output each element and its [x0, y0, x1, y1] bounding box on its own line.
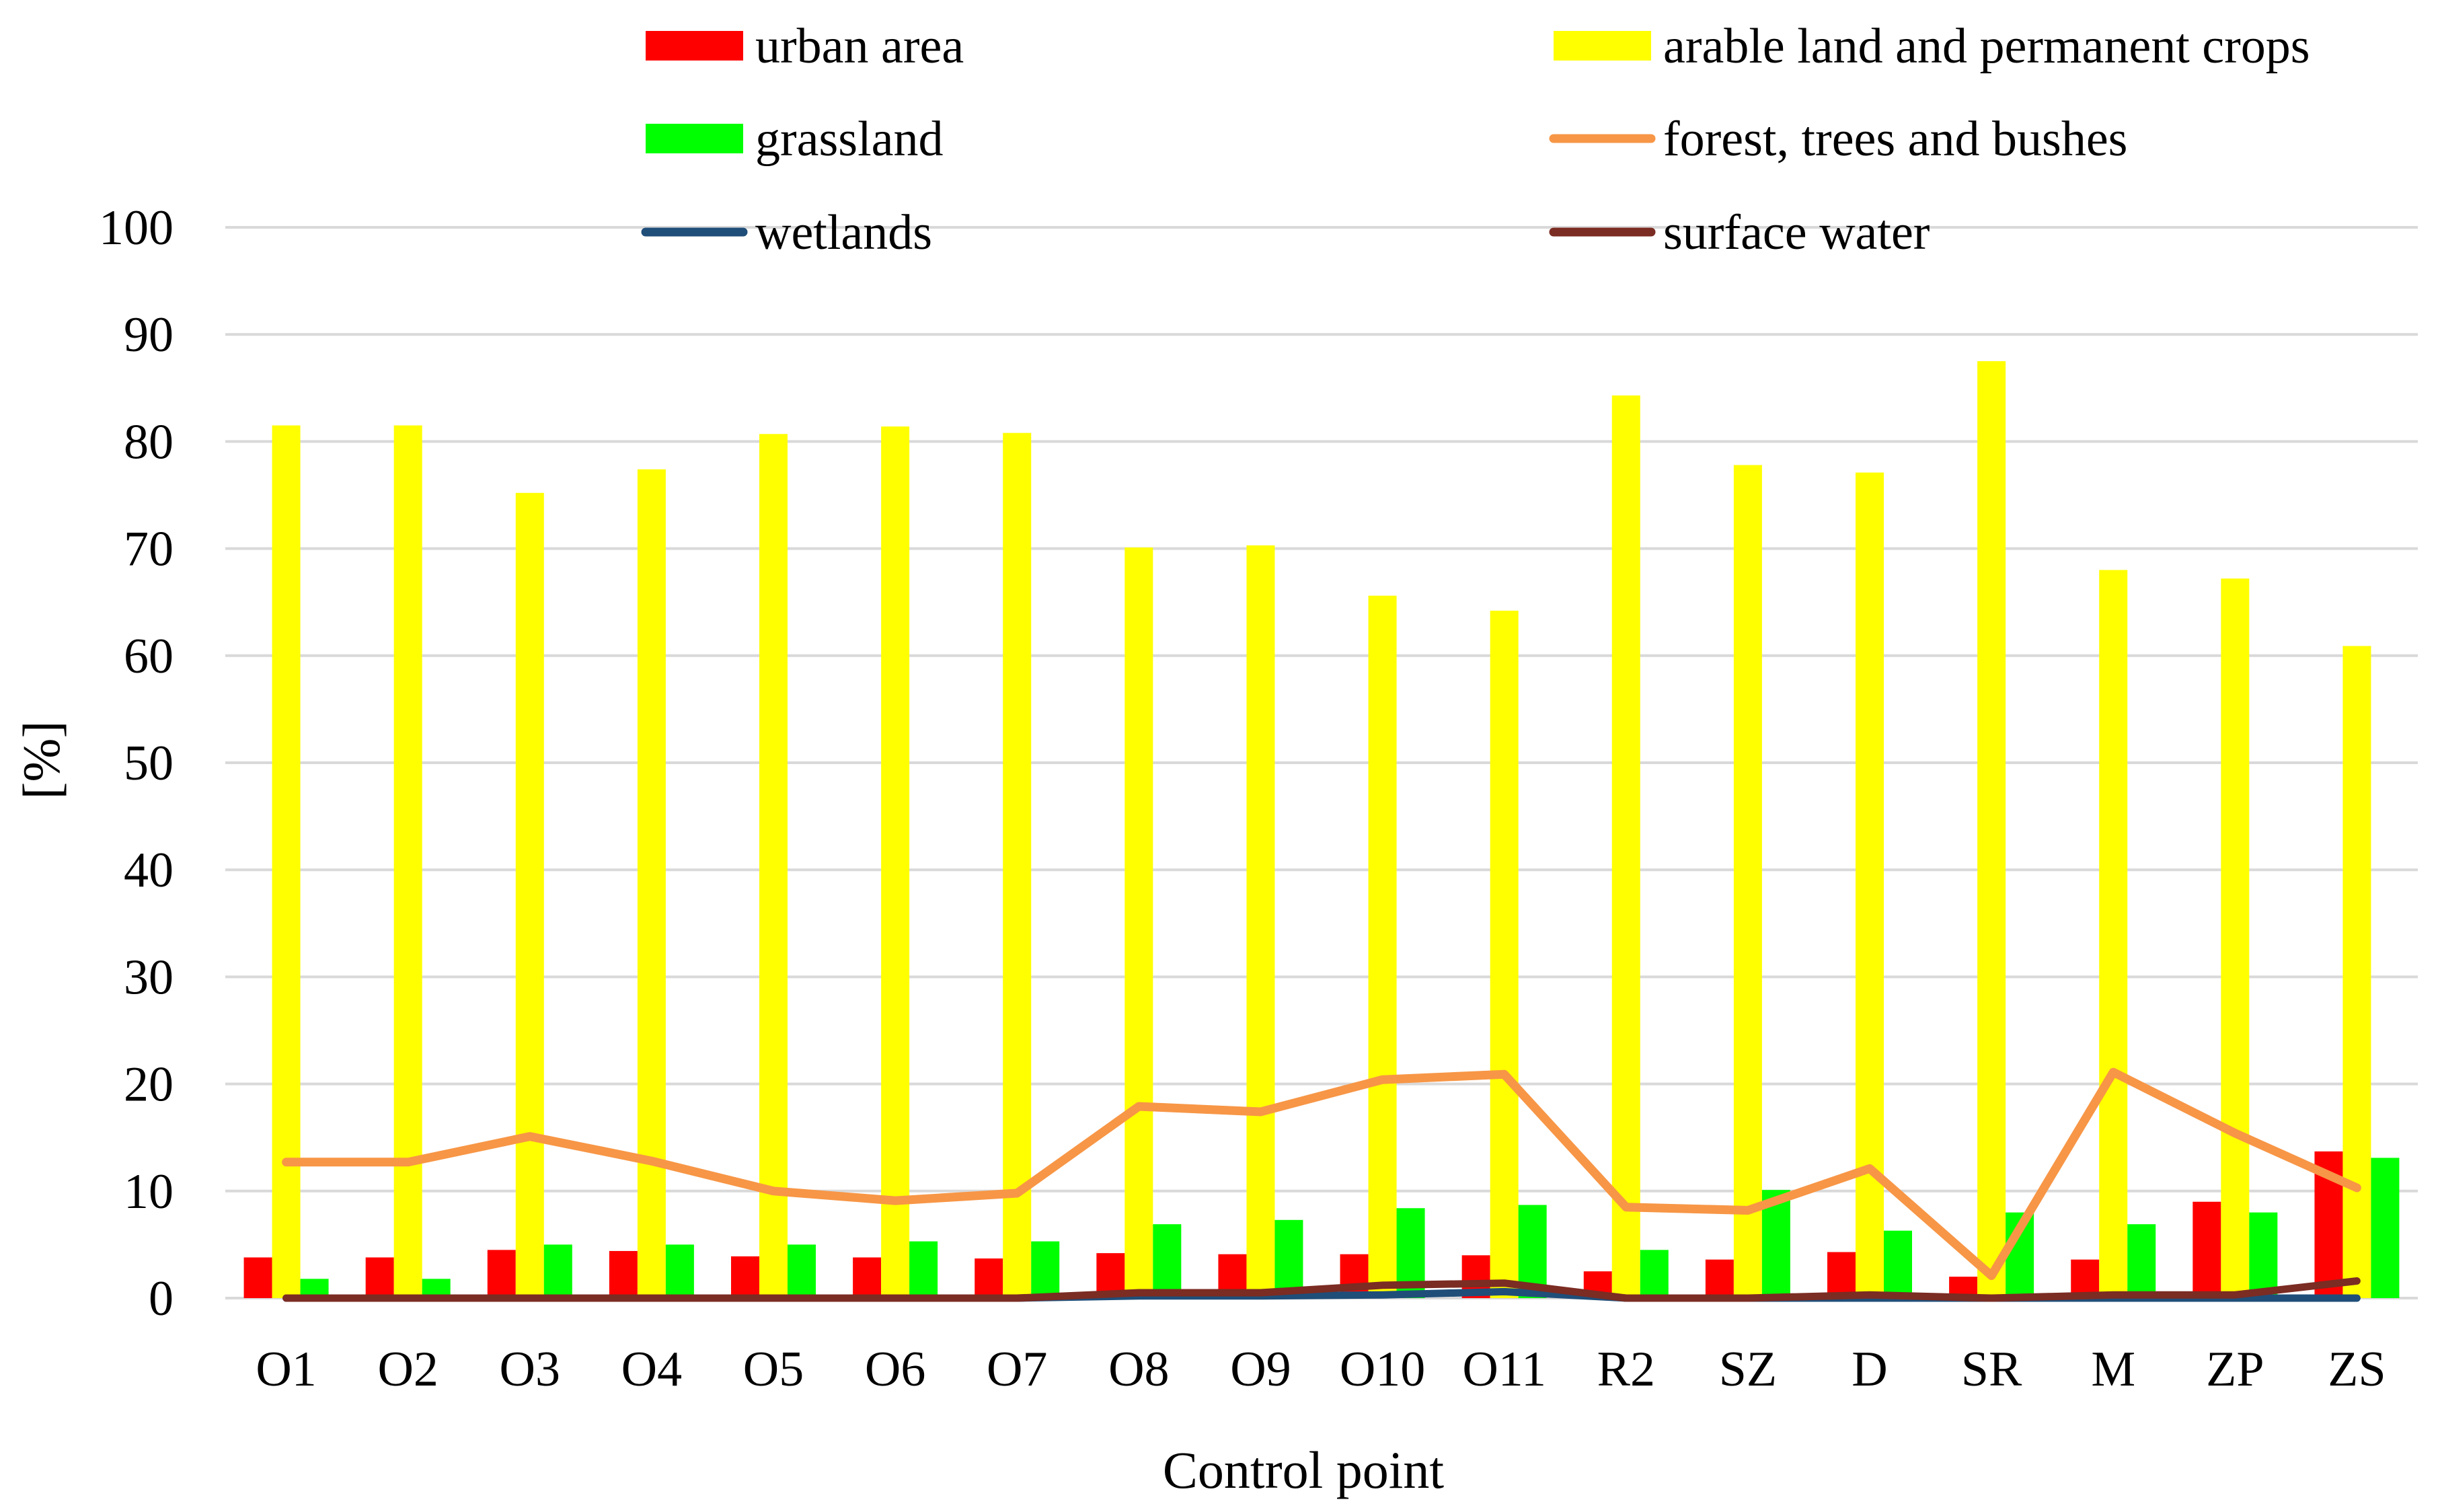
y-tick-label: 10 [124, 1164, 174, 1219]
bar-arable-land-and-permanent-crops-R2 [1611, 395, 1640, 1298]
series-lines [282, 1067, 2361, 1302]
x-tick-label: M [2091, 1342, 2135, 1397]
bar-grassland-O8 [1153, 1224, 1182, 1298]
bar-urban-area-D [1827, 1252, 1856, 1298]
x-axis-ticks: O1 O2 O3 O4 O5 O6 O7 O8 O9 O10 O11 R2 SZ D SR M ZP ZS [256, 1342, 2386, 1397]
x-tick-label: O2 [377, 1342, 438, 1397]
bar-arable-land-and-permanent-crops-M [2099, 570, 2128, 1299]
y-tick-label: 100 [99, 200, 174, 256]
bar-grassland-ZS [2371, 1158, 2400, 1298]
bar-grassland-O4 [665, 1244, 694, 1298]
y-tick-label: 30 [124, 950, 174, 1005]
bar-arable-land-and-permanent-crops-O4 [637, 469, 666, 1298]
y-tick-label: 40 [124, 843, 174, 898]
x-tick-label: O1 [256, 1342, 316, 1397]
x-tick-label: O4 [621, 1342, 682, 1397]
bar-grassland-O9 [1274, 1219, 1303, 1298]
legend-label-urban-area: urban area [755, 19, 964, 74]
bar-arable-land-and-permanent-crops-O8 [1124, 547, 1153, 1298]
bar-urban-area-ZP [2193, 1201, 2221, 1298]
y-tick-label: 60 [124, 629, 174, 684]
bar-arable-land-and-permanent-crops-O3 [515, 492, 544, 1299]
y-axis-ticks: 0 10 20 30 40 50 60 70 80 90 100 [99, 200, 174, 1326]
bar-arable-land-and-permanent-crops-ZP [2221, 578, 2250, 1298]
bar-grassland-R2 [1640, 1250, 1669, 1298]
bar-urban-area-O2 [365, 1257, 394, 1298]
y-tick-label: 70 [124, 522, 174, 577]
bar-urban-area-SZ [1705, 1259, 1734, 1298]
x-tick-label: O3 [500, 1342, 560, 1397]
x-tick-label: O11 [1462, 1342, 1546, 1397]
x-tick-label: SR [1961, 1342, 2022, 1397]
bar-arable-land-and-permanent-crops-O11 [1490, 610, 1519, 1298]
x-tick-label: O6 [865, 1342, 925, 1397]
line-forest-trees-and-bushes [282, 1067, 2361, 1281]
y-axis-title: [%] [12, 721, 71, 800]
bar-arable-land-and-permanent-crops-O6 [881, 426, 910, 1298]
legend-label-wetlands: wetlands [755, 205, 932, 260]
legend-label-forest-trees-and-bushes: forest, trees and bushes [1663, 112, 2127, 167]
bar-arable-land-and-permanent-crops-O10 [1368, 595, 1397, 1299]
x-tick-label: O9 [1230, 1342, 1291, 1397]
bar-grassland-O3 [543, 1244, 572, 1298]
legend-swatch-grassland [646, 124, 743, 153]
gridlines [225, 226, 2418, 1299]
bar-urban-area-O6 [853, 1257, 882, 1298]
legend-label-arable-land-and-permanent-crops: arable land and permanent crops [1663, 19, 2310, 74]
line-surface-water [282, 1277, 2361, 1302]
bar-arable-land-and-permanent-crops-SR [1977, 361, 2006, 1298]
x-tick-label: O8 [1108, 1342, 1169, 1397]
bar-grassland-O6 [909, 1241, 938, 1298]
x-tick-label: ZS [2328, 1342, 2386, 1397]
x-tick-label: O5 [743, 1342, 804, 1397]
legend-swatch-arable-land-and-permanent-crops [1554, 31, 1651, 61]
legend-label-surface-water: surface water [1663, 205, 1930, 260]
bars [243, 361, 2400, 1299]
bar-grassland-D [1884, 1230, 1912, 1298]
y-tick-label: 50 [124, 736, 174, 791]
x-tick-label: O10 [1340, 1342, 1425, 1397]
bar-grassland-M [2127, 1224, 2156, 1298]
legend: urban area arable land and permanent crop… [641, 19, 2310, 260]
bar-arable-land-and-permanent-crops-O1 [272, 425, 301, 1298]
y-tick-label: 80 [124, 414, 174, 469]
bar-grassland-O5 [788, 1244, 816, 1298]
bar-arable-land-and-permanent-crops-D [1856, 472, 1884, 1298]
bar-arable-land-and-permanent-crops-SZ [1733, 465, 1762, 1298]
bar-urban-area-O3 [487, 1250, 516, 1298]
legend-swatch-urban-area [646, 31, 743, 61]
x-axis-title: Control point [1163, 1441, 1445, 1499]
x-tick-label: O7 [987, 1342, 1047, 1397]
bar-arable-land-and-permanent-crops-O5 [759, 434, 788, 1298]
y-tick-label: 90 [124, 307, 174, 363]
bar-urban-area-O5 [731, 1256, 759, 1298]
bar-grassland-O7 [1031, 1241, 1060, 1298]
bar-arable-land-and-permanent-crops-O7 [1003, 432, 1032, 1298]
x-tick-label: R2 [1597, 1342, 1655, 1397]
bar-grassland-ZP [2249, 1212, 2278, 1298]
bar-urban-area-O1 [243, 1257, 272, 1298]
bar-arable-land-and-permanent-crops-O2 [393, 425, 422, 1298]
x-tick-label: SZ [1719, 1342, 1777, 1397]
y-tick-label: 0 [149, 1271, 174, 1326]
y-tick-label: 20 [124, 1057, 174, 1112]
bar-urban-area-O4 [609, 1250, 638, 1298]
legend-label-grassland: grassland [755, 112, 944, 167]
x-tick-label: ZP [2206, 1342, 2264, 1397]
bar-urban-area-O7 [975, 1258, 1003, 1298]
bar-arable-land-and-permanent-crops-ZS [2342, 646, 2371, 1298]
bar-arable-land-and-permanent-crops-O9 [1246, 545, 1275, 1298]
x-tick-label: D [1852, 1342, 1887, 1397]
